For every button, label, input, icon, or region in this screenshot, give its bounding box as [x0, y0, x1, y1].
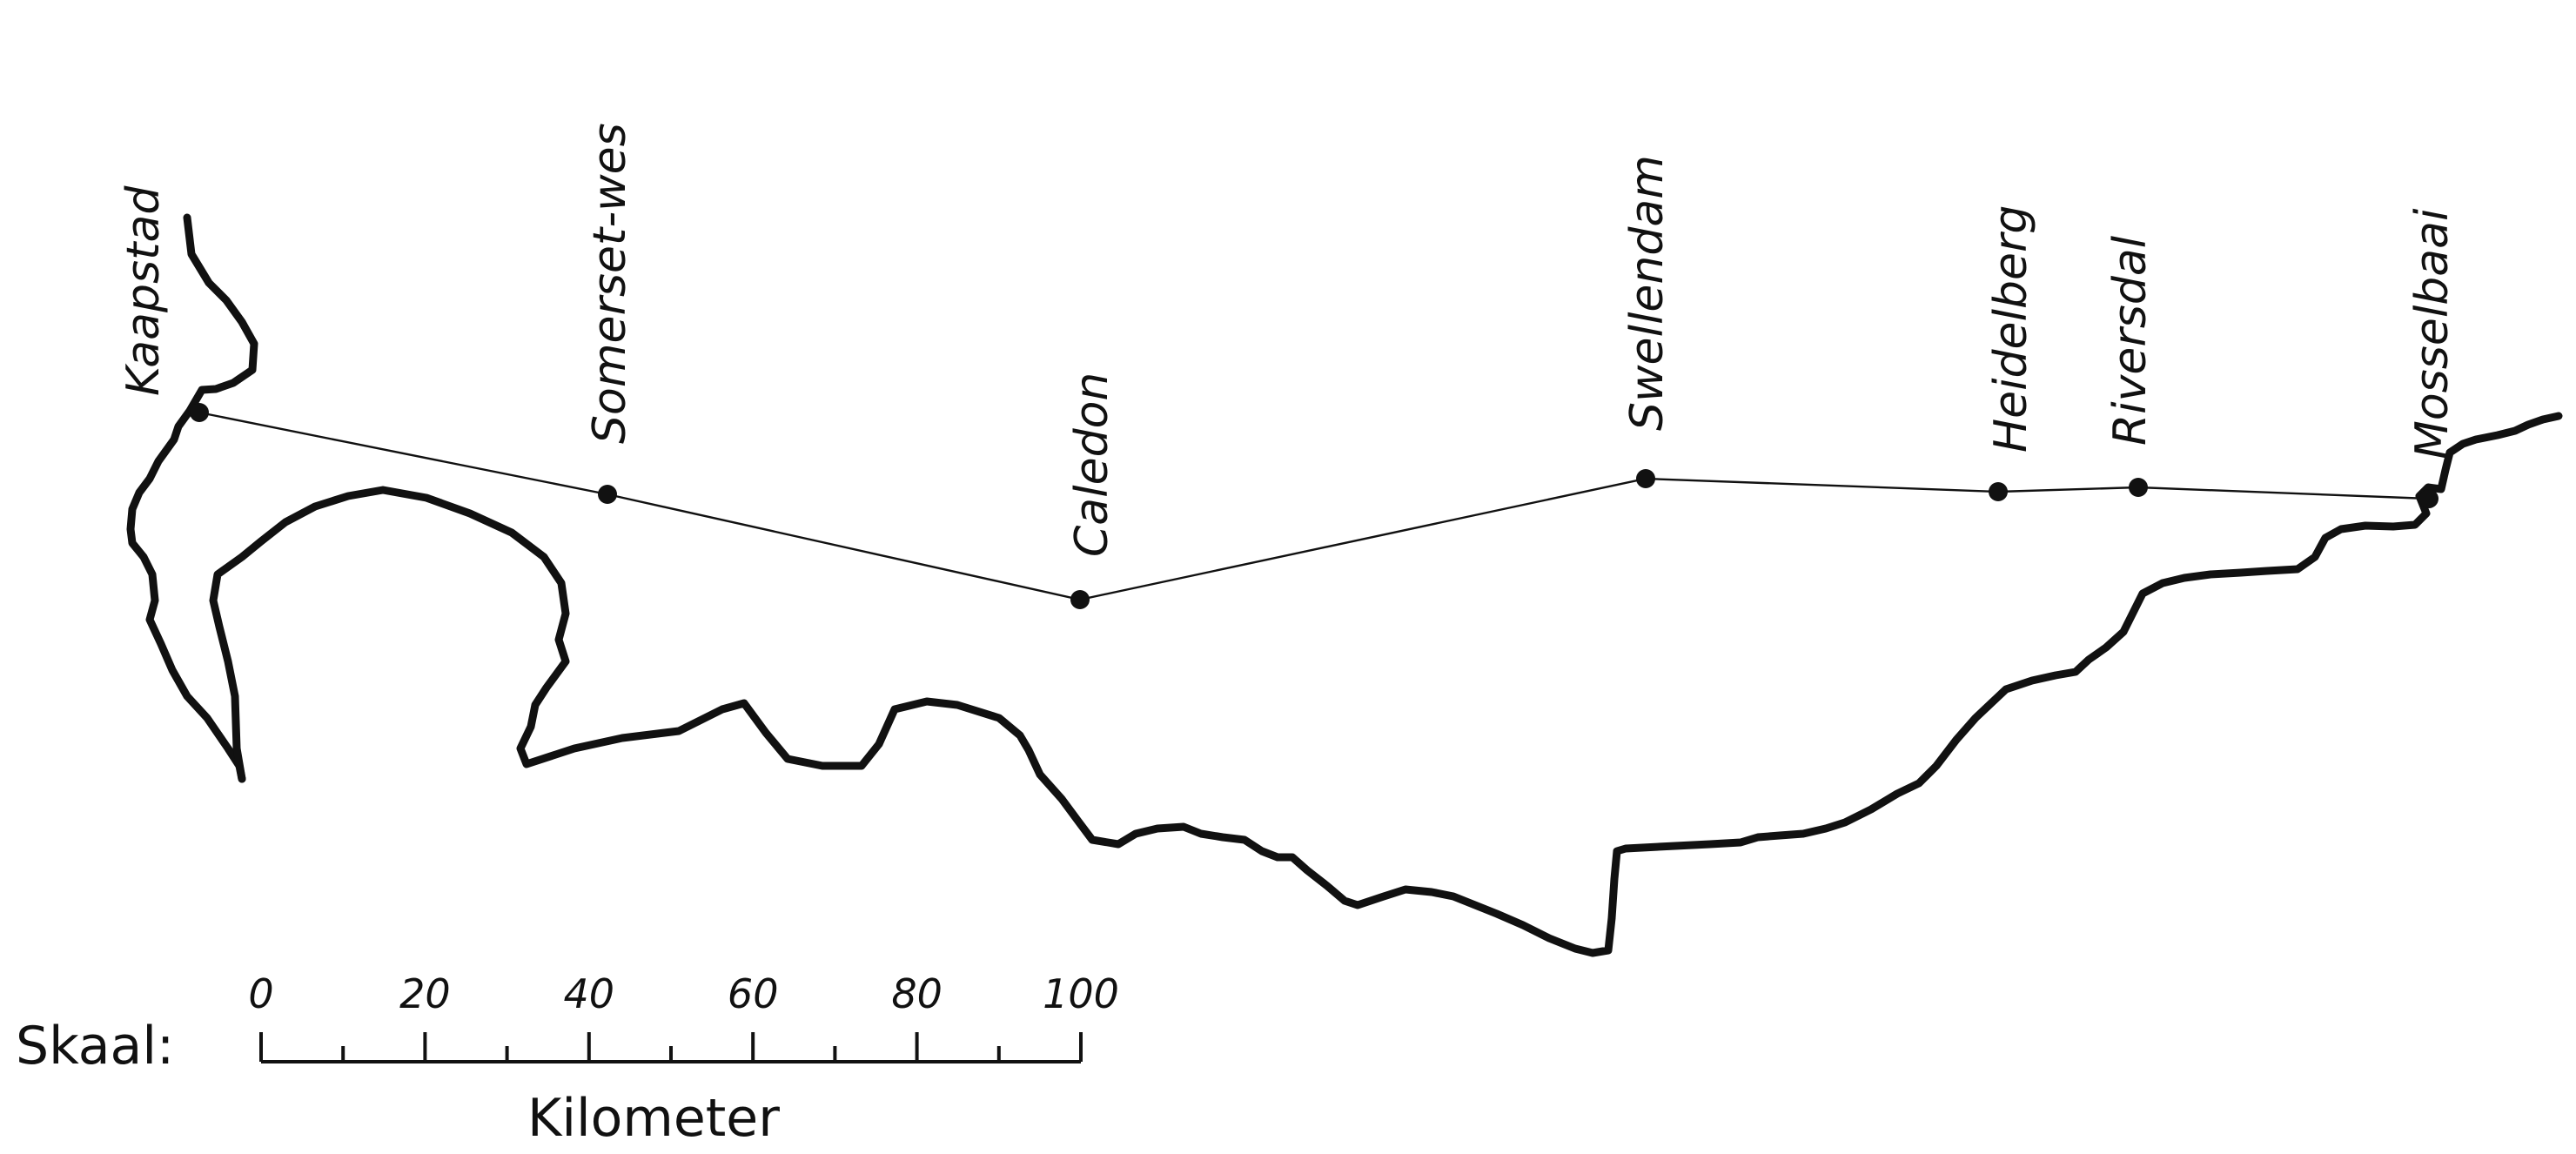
town-label-swellendam: Swellendam [1621, 155, 1674, 431]
scale-tick-label: 100 [1043, 970, 1119, 1017]
scale-ticks [259, 1032, 1083, 1062]
scale-tick-label: 0 [248, 970, 273, 1017]
scale-tick-label: 60 [728, 970, 779, 1017]
scale-numbers: 0 20 40 60 80 100 [248, 970, 1119, 1017]
route-line [198, 411, 2430, 601]
coastline-cape-peninsula [126, 213, 258, 783]
town-dot-mosselbaai [2419, 489, 2438, 508]
town-dot-kaapstad [190, 403, 209, 422]
town-dot-riversdal [2129, 478, 2148, 497]
town-dot-caledon [1070, 590, 1090, 609]
town-dot-swellendam [1636, 469, 1655, 488]
scale-tick-label: 40 [564, 970, 615, 1017]
scale-tick-label: 80 [891, 970, 943, 1017]
town-label-riversdal: Riversdal [2104, 235, 2157, 446]
scale-tick-label: 20 [399, 970, 451, 1017]
scale-unit: Kilometer [527, 1088, 780, 1149]
town-label-heidelberg: Heidelberg [1985, 205, 2037, 453]
town-dot-heidelberg [1989, 482, 2008, 501]
town-dot-somerset-wes [598, 485, 617, 504]
scale-bar: Skaal: 0 20 40 60 80 100 Kilometer [16, 970, 1119, 1149]
town-label-somerset-wes: Somerset-wes [584, 123, 636, 444]
coastline-south-coast [209, 412, 2563, 957]
scale-label: Skaal: [16, 1016, 174, 1077]
town-label-caledon: Caledon [1066, 372, 1118, 557]
town-label-kaapstad: Kaapstad [117, 185, 170, 396]
town-label-mosselbaai: Mosselbaai [2406, 208, 2459, 460]
